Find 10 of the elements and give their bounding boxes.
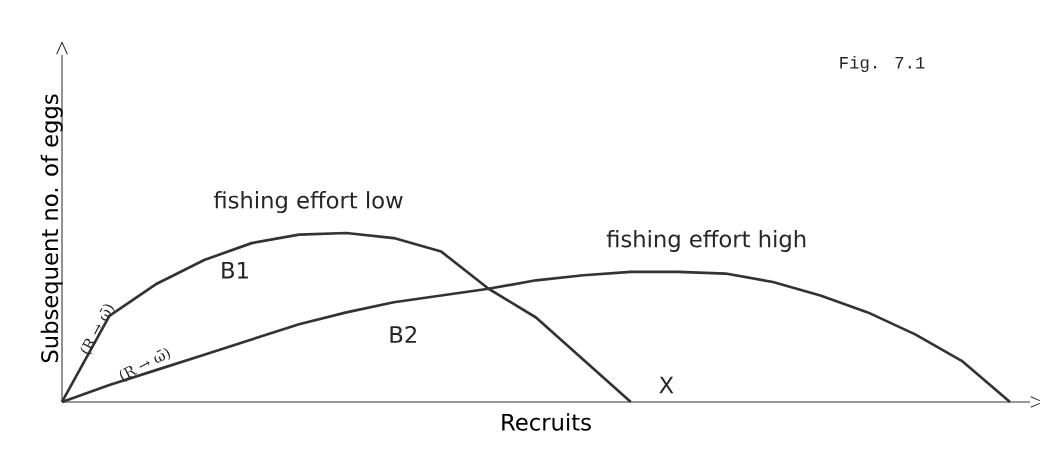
annotation: (R → ω̄) xyxy=(80,304,115,355)
annotation: (R → ω̄) xyxy=(119,348,171,382)
annotation: B1 xyxy=(222,261,248,279)
x-axis-title: Recruits xyxy=(502,413,591,431)
annotation: B2 xyxy=(390,325,416,343)
y-axis-title: Subsequent no. of eggs xyxy=(40,94,63,363)
series-label: fishing effort high xyxy=(606,229,806,252)
annotation: X xyxy=(659,376,674,394)
series-label: fishing effort low xyxy=(213,191,403,214)
caption: Fig. 7.1 xyxy=(840,55,925,73)
